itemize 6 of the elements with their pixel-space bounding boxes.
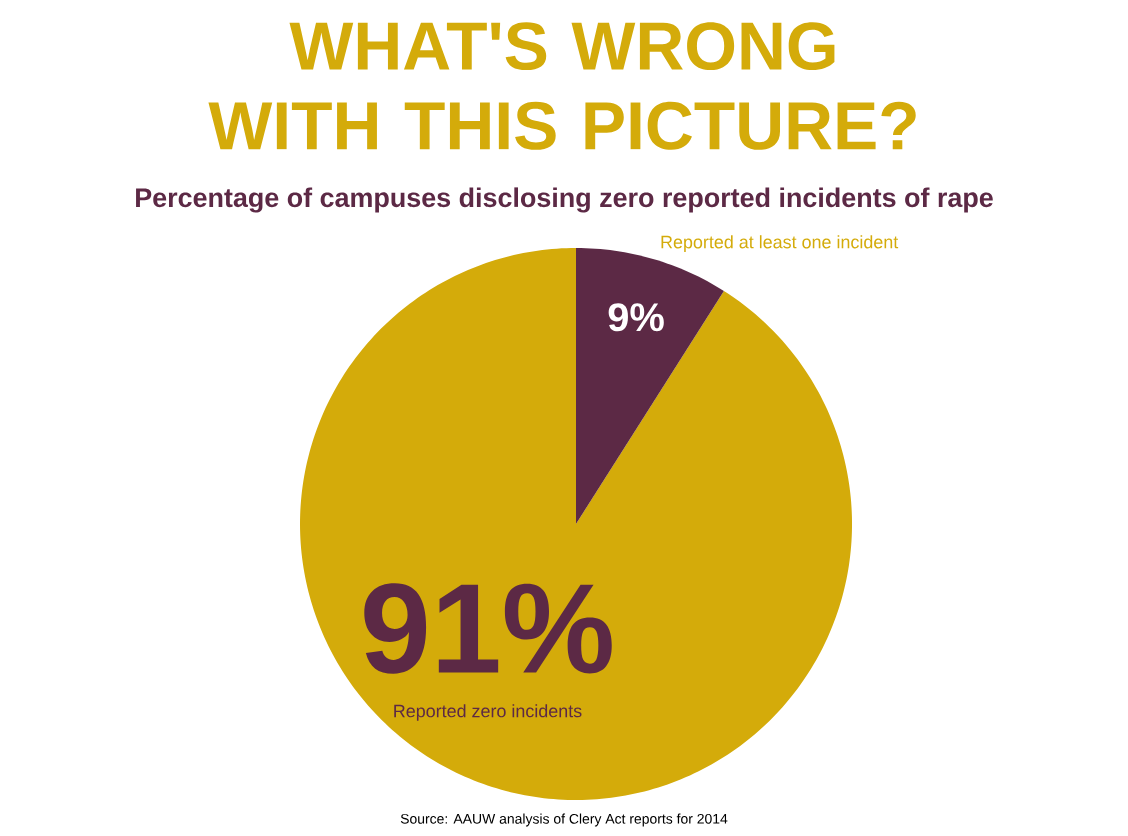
data-label: 9% [608,303,664,332]
chart-subtitle: Percentage of campuses disclosing zero reported incidents of rape [136,187,993,213]
slice-label: Reported at least one incident [661,235,899,252]
slice-label: Reported zero incidents [394,704,582,721]
data-label: 91% [364,583,612,674]
chart-title: WHAT'S WRONG WITH THIS PICTURE? [208,22,916,150]
